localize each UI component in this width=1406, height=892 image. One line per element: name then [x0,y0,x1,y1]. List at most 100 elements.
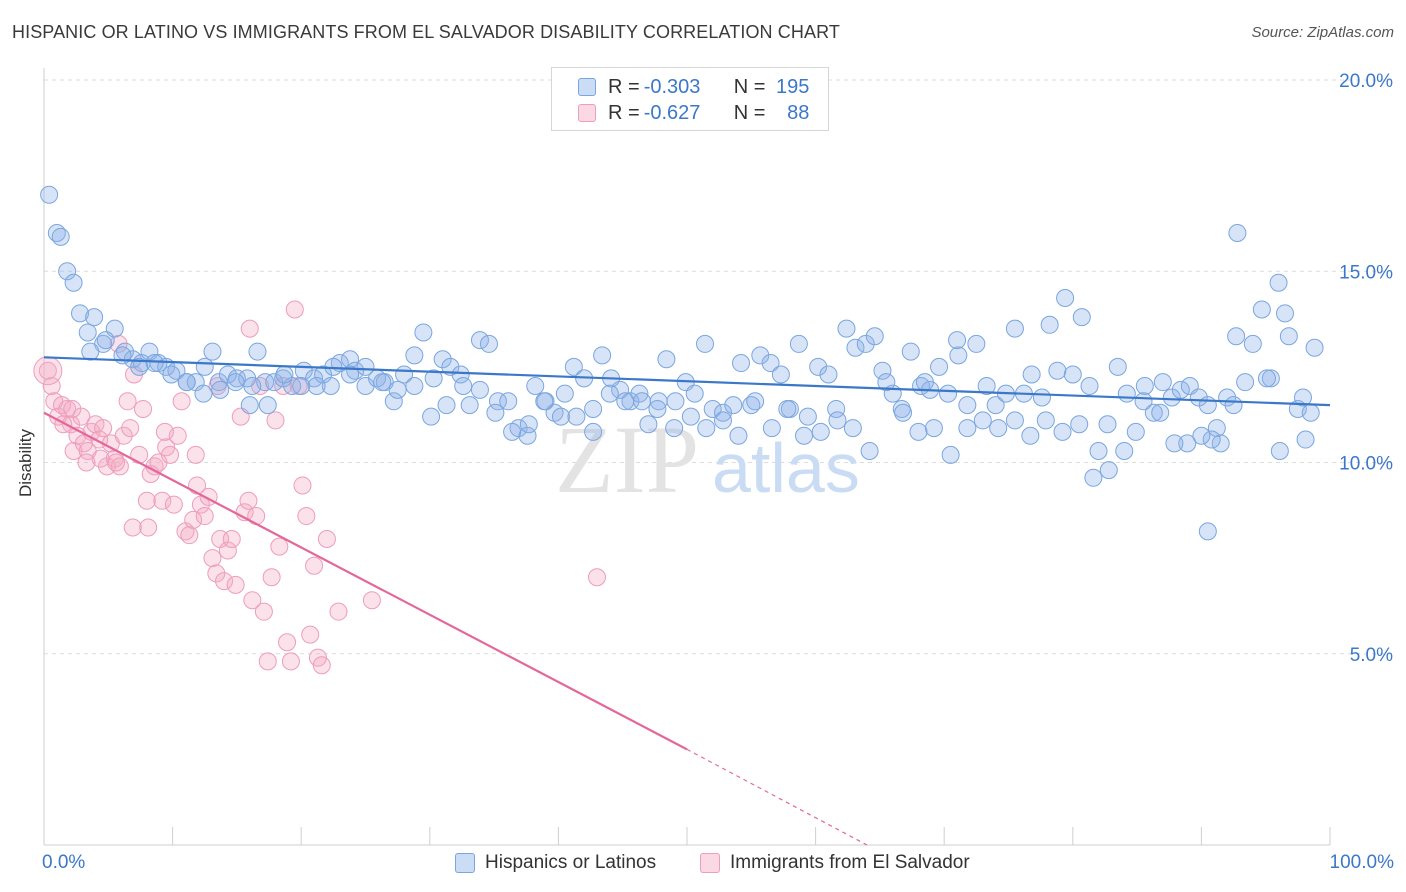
data-point-hispanics [1134,392,1153,411]
data-point-hispanics [555,384,574,403]
data-point-hispanics [414,323,433,342]
data-point-hispanics [265,373,284,392]
legend-swatch-hispanics [455,853,475,873]
data-point-hispanics [729,426,748,445]
data-point-hispanics [292,377,311,395]
data-point-el-salvador [172,392,191,411]
data-point-el-salvador [587,568,606,587]
data-point-hispanics [873,361,892,380]
data-point-hispanics [130,357,149,376]
data-point-hispanics [258,396,277,415]
data-point-el-salvador [72,407,91,426]
data-point-hispanics [1070,415,1089,434]
legend-item-el-salvador[interactable]: Immigrants from El Salvador [700,852,970,874]
data-point-hispanics [732,354,751,373]
data-point-hispanics [58,262,77,281]
data-point-hispanics [989,419,1008,438]
data-point-hispanics [1257,369,1276,388]
data-point-hispanics [941,445,960,464]
data-point-hispanics [1293,388,1312,407]
data-point-hispanics [1198,396,1217,415]
data-point-hispanics [433,350,452,369]
data-point-el-salvador [285,300,304,319]
data-point-hispanics [639,415,658,434]
data-point-hispanics [488,392,507,411]
data-point-el-salvador [270,537,289,556]
data-point-hispanics [837,319,856,338]
data-point-el-salvador [301,625,320,644]
data-point-el-salvador [153,491,172,510]
data-point-el-salvador [312,656,331,675]
data-point-hispanics [1252,300,1271,319]
data-point-hispanics [96,331,115,350]
data-point-el-salvador [222,530,241,548]
data-point-hispanics [915,373,934,392]
data-point-hispanics [697,419,716,438]
y-tick-label: 5.0% [1350,645,1393,666]
data-point-el-salvador [137,491,156,510]
data-point-el-salvador [33,356,63,386]
data-point-hispanics [1036,411,1055,430]
data-point-hispanics [681,407,700,426]
r-label: R = [608,101,640,124]
data-point-el-salvador [114,426,133,445]
y-tick-label: 15.0% [1339,262,1393,283]
data-point-hispanics [1117,384,1136,403]
data-point-hispanics [240,396,259,415]
data-point-hispanics [460,396,479,415]
data-point-hispanics [696,334,715,353]
data-point-hispanics [499,392,518,411]
data-point-hispanics [703,399,722,418]
data-point-el-salvador [186,445,205,464]
data-point-el-salvador [240,319,259,338]
data-point-hispanics [967,334,986,353]
r-value-pink: -0.627 [643,101,701,124]
data-point-hispanics [584,422,603,441]
data-point-el-salvador [54,415,73,434]
data-point-hispanics [551,407,570,426]
legend-item-hispanics[interactable]: Hispanics or Latinos [455,852,656,874]
legend-swatch-pink [578,104,596,122]
data-point-hispanics [1063,365,1082,384]
data-point-el-salvador [91,449,110,468]
n-label: N = [733,101,766,124]
data-point-hispanics [321,377,340,395]
y-tick-label: 20.0% [1339,71,1393,92]
data-point-hispanics [1189,388,1208,407]
data-point-hispanics [761,354,780,373]
data-point-hispanics [986,396,1005,415]
data-point-el-salvador [121,419,140,438]
data-point-hispanics [1099,461,1118,480]
data-point-hispanics [648,399,667,418]
data-point-hispanics [1224,396,1243,415]
data-point-hispanics [746,392,765,411]
data-point-el-salvador [266,411,285,430]
stats-legend-row-blue: R = -0.303 N = 195 [578,74,809,100]
data-point-hispanics [218,365,237,384]
data-point-hispanics [203,342,222,361]
data-point-hispanics [714,411,733,430]
data-point-hispanics [1228,224,1247,242]
trendlines [43,356,1331,846]
data-point-hispanics [1005,411,1024,430]
data-point-hispanics [518,426,537,445]
data-point-hispanics [526,377,545,395]
data-point-hispanics [1211,434,1230,453]
data-point-hispanics [827,399,846,418]
data-point-hispanics [564,357,583,376]
r-value-blue: -0.303 [643,75,701,98]
data-point-el-salvador [107,453,126,472]
data-point-hispanics [600,384,619,403]
data-point-hispanics [275,365,294,384]
data-point-el-salvador [64,442,83,461]
data-point-hispanics [843,419,862,438]
data-point-hispanics [1275,304,1294,323]
data-point-hispanics [666,392,685,411]
data-point-el-salvador [305,556,324,575]
data-point-hispanics [1236,373,1255,392]
data-point-hispanics [789,334,808,353]
data-point-el-salvador [134,399,153,418]
data-point-el-salvador [155,422,174,441]
data-point-hispanics [930,357,949,376]
data-point-el-salvador [184,510,203,529]
